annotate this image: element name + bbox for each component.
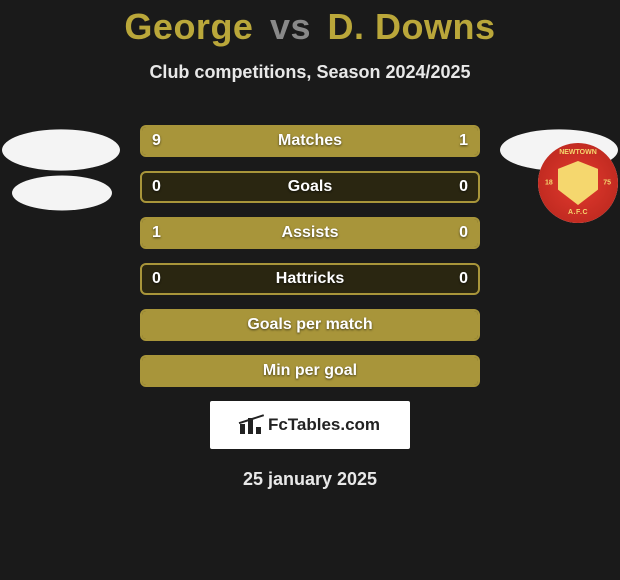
- fctables-chart-icon: [240, 416, 262, 434]
- stat-label: Min per goal: [263, 362, 357, 380]
- club-year-left: 18: [545, 180, 553, 187]
- stat-value-right: 0: [459, 270, 468, 288]
- club-year-right: 75: [603, 180, 611, 187]
- comparison-title: George vs D. Downs: [0, 0, 620, 48]
- stat-row-goals-per-match: Goals per match: [140, 309, 480, 341]
- bar-fill-left: [142, 127, 407, 155]
- stat-row-goals: 0 0 Goals: [140, 171, 480, 203]
- vs-separator: vs: [270, 6, 311, 47]
- player1-club-placeholder: [12, 176, 112, 211]
- club-name-text: NEWTOWN: [559, 149, 597, 156]
- player2-name: D. Downs: [328, 6, 496, 47]
- stat-value-left: 0: [152, 270, 161, 288]
- content-area: NEWTOWN A.F.C 18 75 9 1 Matches 0 0 Goals 1 0 As…: [0, 125, 620, 490]
- stat-row-assists: 1 0 Assists: [140, 217, 480, 249]
- stat-value-right: 0: [459, 178, 468, 196]
- player2-club-badge: NEWTOWN A.F.C 18 75: [538, 143, 618, 223]
- snapshot-date: 25 january 2025: [0, 469, 620, 490]
- branding-box: FcTables.com: [210, 401, 410, 449]
- club-crest-icon: [558, 161, 598, 205]
- stat-row-matches: 9 1 Matches: [140, 125, 480, 157]
- stat-value-left: 0: [152, 178, 161, 196]
- stat-value-left: 9: [152, 132, 161, 150]
- club-badge-inner: NEWTOWN A.F.C 18 75: [538, 143, 618, 223]
- stat-value-right: 0: [459, 224, 468, 242]
- stat-row-hattricks: 0 0 Hattricks: [140, 263, 480, 295]
- stat-label: Matches: [278, 132, 342, 150]
- player1-name: George: [124, 6, 253, 47]
- stat-value-right: 1: [459, 132, 468, 150]
- stat-label: Hattricks: [276, 270, 344, 288]
- player1-avatar-placeholder: [2, 129, 120, 170]
- stats-bars: 9 1 Matches 0 0 Goals 1 0 Assists 0 0 Hattricks Goal…: [140, 125, 480, 387]
- stat-row-min-per-goal: Min per goal: [140, 355, 480, 387]
- club-afc-text: A.F.C: [568, 209, 588, 216]
- stat-label: Goals: [288, 178, 332, 196]
- stat-value-left: 1: [152, 224, 161, 242]
- stat-label: Assists: [282, 224, 339, 242]
- branding-text: FcTables.com: [268, 415, 380, 435]
- subtitle: Club competitions, Season 2024/2025: [0, 62, 620, 83]
- stat-label: Goals per match: [247, 316, 372, 334]
